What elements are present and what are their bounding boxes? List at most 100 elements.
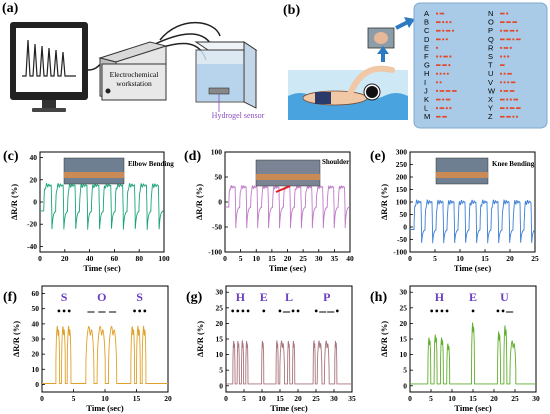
y-tick-label: 0 — [403, 223, 407, 232]
panel-a: (a) Electrochemical workstation — [2, 1, 265, 120]
y-tick-label: 5 — [219, 366, 223, 375]
morse-dash — [503, 90, 509, 92]
morse-code — [436, 38, 448, 41]
morse-letter: R — [488, 43, 494, 52]
morse-letter: O — [488, 18, 494, 27]
morse-dash — [506, 21, 511, 23]
knee-photo — [435, 157, 489, 185]
x-tick-label: 5 — [239, 254, 243, 263]
decoded-letter: S — [136, 290, 143, 304]
x-axis-label: Time (sec) — [83, 263, 121, 273]
x-axis-label: Time (sec) — [86, 403, 124, 413]
morse-dot — [499, 89, 503, 92]
x-tick-label: 60 — [111, 254, 119, 263]
x-tick-label: 25 — [511, 394, 519, 403]
y-tick-label: 0 — [33, 198, 37, 207]
decoded-letter: P — [323, 290, 330, 304]
elbow-photo — [63, 157, 125, 185]
y-axis-label: ΔR/R (%) — [9, 184, 19, 220]
morse-dash — [509, 90, 515, 92]
y-tick-label: 15 — [400, 335, 408, 344]
x-axis-label: Time (sec) — [454, 403, 492, 413]
workstation-label: Electrochemical — [110, 70, 159, 79]
x-tick-label: 10 — [258, 394, 266, 403]
workstation-label: workstation — [116, 79, 152, 88]
morse-letter: H — [424, 69, 429, 78]
morse-code — [435, 72, 449, 75]
morse-dash — [500, 21, 505, 23]
morse-sequence: ••— — [495, 307, 513, 316]
y-axis-label: ΔR/R (%) — [195, 321, 205, 357]
y-tick-label: 20 — [216, 319, 224, 328]
x-tick-label: 40 — [86, 254, 94, 263]
chart-h: 0 5 10 15 20 25 30 0 5 10 15 20 25 30 Time (sec) ΔR/R (… — [379, 285, 540, 413]
morse-dash — [506, 115, 511, 118]
morse-dot — [443, 72, 446, 75]
morse-letter: Z — [488, 112, 493, 121]
morse-code — [500, 38, 521, 41]
morse-code — [499, 46, 512, 50]
panel-g-label: (g) — [186, 290, 203, 305]
morse-sequence: •••• — [429, 307, 449, 316]
x-tick-label: 10 — [448, 394, 456, 403]
decoded-letter: H — [236, 290, 246, 304]
morse-letter: U — [488, 69, 493, 78]
decoded-letter: L — [285, 290, 293, 304]
hand-photo — [374, 32, 388, 44]
morse-sequence: •••• — [230, 307, 250, 316]
y-tick-label: -50 — [212, 223, 222, 232]
morse-dash — [436, 21, 441, 23]
morse-letter: M — [424, 112, 430, 121]
morse-dot — [445, 38, 448, 41]
morse-dot — [451, 29, 455, 32]
x-tick-label: 10 — [253, 254, 261, 263]
morse-dash — [509, 107, 515, 109]
y-tick-label: 20 — [30, 175, 38, 184]
morse-dot — [499, 46, 503, 50]
morse-dot — [435, 72, 439, 75]
morse-dot — [507, 81, 510, 84]
morse-dot — [439, 55, 442, 58]
morse-dash — [500, 38, 505, 41]
x-tick-label: 0 — [224, 394, 228, 403]
x-tick-label: 0 — [408, 394, 412, 403]
morse-dash — [443, 55, 448, 58]
morse-letter: I — [424, 78, 426, 87]
morse-dash — [436, 29, 441, 32]
y-tick-label: 15 — [216, 335, 224, 344]
morse-dot — [506, 98, 509, 101]
workstation-icon — [98, 41, 168, 101]
container-icon — [194, 41, 258, 109]
morse-dot — [509, 98, 512, 101]
morse-letter: J — [424, 86, 428, 95]
y-axis-label: ΔR/R (%) — [11, 321, 21, 357]
arrow-right-icon — [404, 17, 415, 28]
morse-letter: G — [424, 61, 430, 70]
morse-dash — [452, 90, 457, 92]
morse-code — [499, 81, 516, 84]
x-tick-label: 20 — [164, 394, 172, 403]
x-tick-label: 20 — [490, 394, 498, 403]
y-tick-label: 100 — [396, 198, 408, 207]
morse-code — [435, 107, 452, 110]
series-line — [42, 325, 168, 384]
morse-dot — [439, 81, 442, 84]
y-tick-label: 10 — [216, 350, 224, 359]
x-tick-label: 25 — [312, 394, 320, 403]
x-tick-label: 5 — [242, 394, 246, 403]
shoulder-annotation: Shoulder — [322, 158, 349, 166]
morse-dash — [439, 12, 445, 15]
morse-letter: V — [488, 78, 493, 87]
y-tick-label: 30 — [216, 288, 224, 297]
arrow-right-icon — [395, 20, 409, 30]
x-tick-label: 30 — [532, 394, 540, 403]
panel-e-label: (e) — [370, 149, 386, 164]
morse-letter: L — [424, 104, 428, 113]
y-tick-label: 0 — [403, 381, 407, 390]
x-tick-label: 15 — [268, 254, 276, 263]
decoded-letter: O — [97, 290, 106, 304]
knee-photo — [436, 172, 488, 178]
morse-dot — [435, 107, 439, 110]
